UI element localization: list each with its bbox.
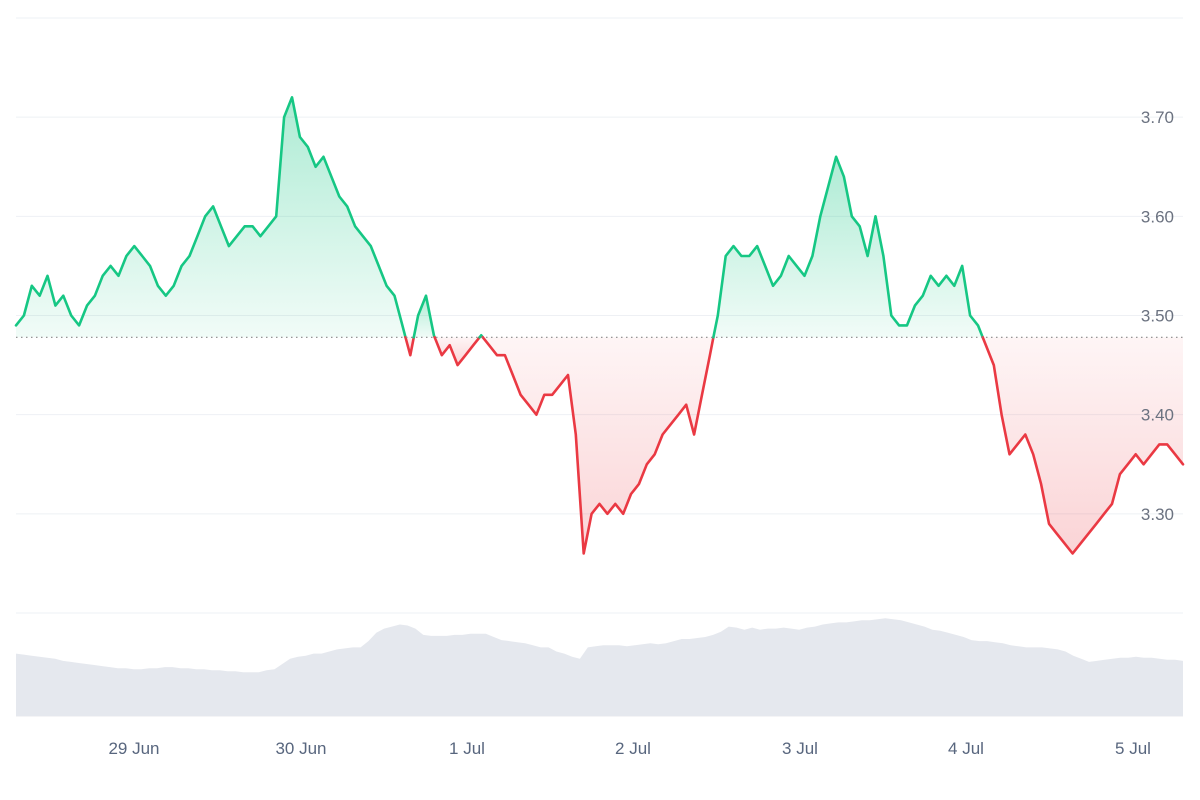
x-tick-label: 4 Jul: [948, 739, 984, 758]
y-tick-label: 3.30: [1141, 505, 1174, 524]
price-line-above: [712, 155, 984, 339]
x-tick-label: 5 Jul: [1115, 739, 1151, 758]
y-tick-label: 3.40: [1141, 406, 1174, 425]
x-axis-tick-labels: 29 Jun 30 Jun 1 Jul 2 Jul 3 Jul 4 Jul 5 Jul: [108, 739, 1150, 758]
price-line-below: [404, 336, 416, 357]
price-line-below: [981, 336, 1185, 555]
y-axis-tick-labels: 3.30 3.40 3.50 3.60 3.70: [1141, 108, 1174, 524]
area-above-baseline: [16, 97, 406, 338]
area-above-baseline: [413, 295, 435, 338]
area-below-baseline: [482, 337, 714, 554]
x-tick-label: 1 Jul: [449, 739, 485, 758]
price-line-below: [433, 336, 481, 367]
area-below-baseline: [434, 337, 480, 366]
x-tick-label: 30 Jun: [275, 739, 326, 758]
x-tick-label: 2 Jul: [615, 739, 651, 758]
price-line-above: [412, 294, 436, 339]
volume-layer: [16, 618, 1183, 716]
area-below-baseline: [982, 337, 1183, 554]
area-above-baseline: [713, 156, 983, 338]
y-tick-label: 3.60: [1141, 207, 1174, 226]
area-layer: [16, 97, 1183, 554]
y-tick-label: 3.70: [1141, 108, 1174, 127]
price-line-below: [481, 336, 715, 555]
x-tick-label: 3 Jul: [782, 739, 818, 758]
y-tick-label: 3.50: [1141, 307, 1174, 326]
line-layer: [14, 96, 1185, 555]
volume-area: [16, 618, 1183, 716]
x-tick-label: 29 Jun: [108, 739, 159, 758]
price-line-above: [14, 96, 407, 339]
